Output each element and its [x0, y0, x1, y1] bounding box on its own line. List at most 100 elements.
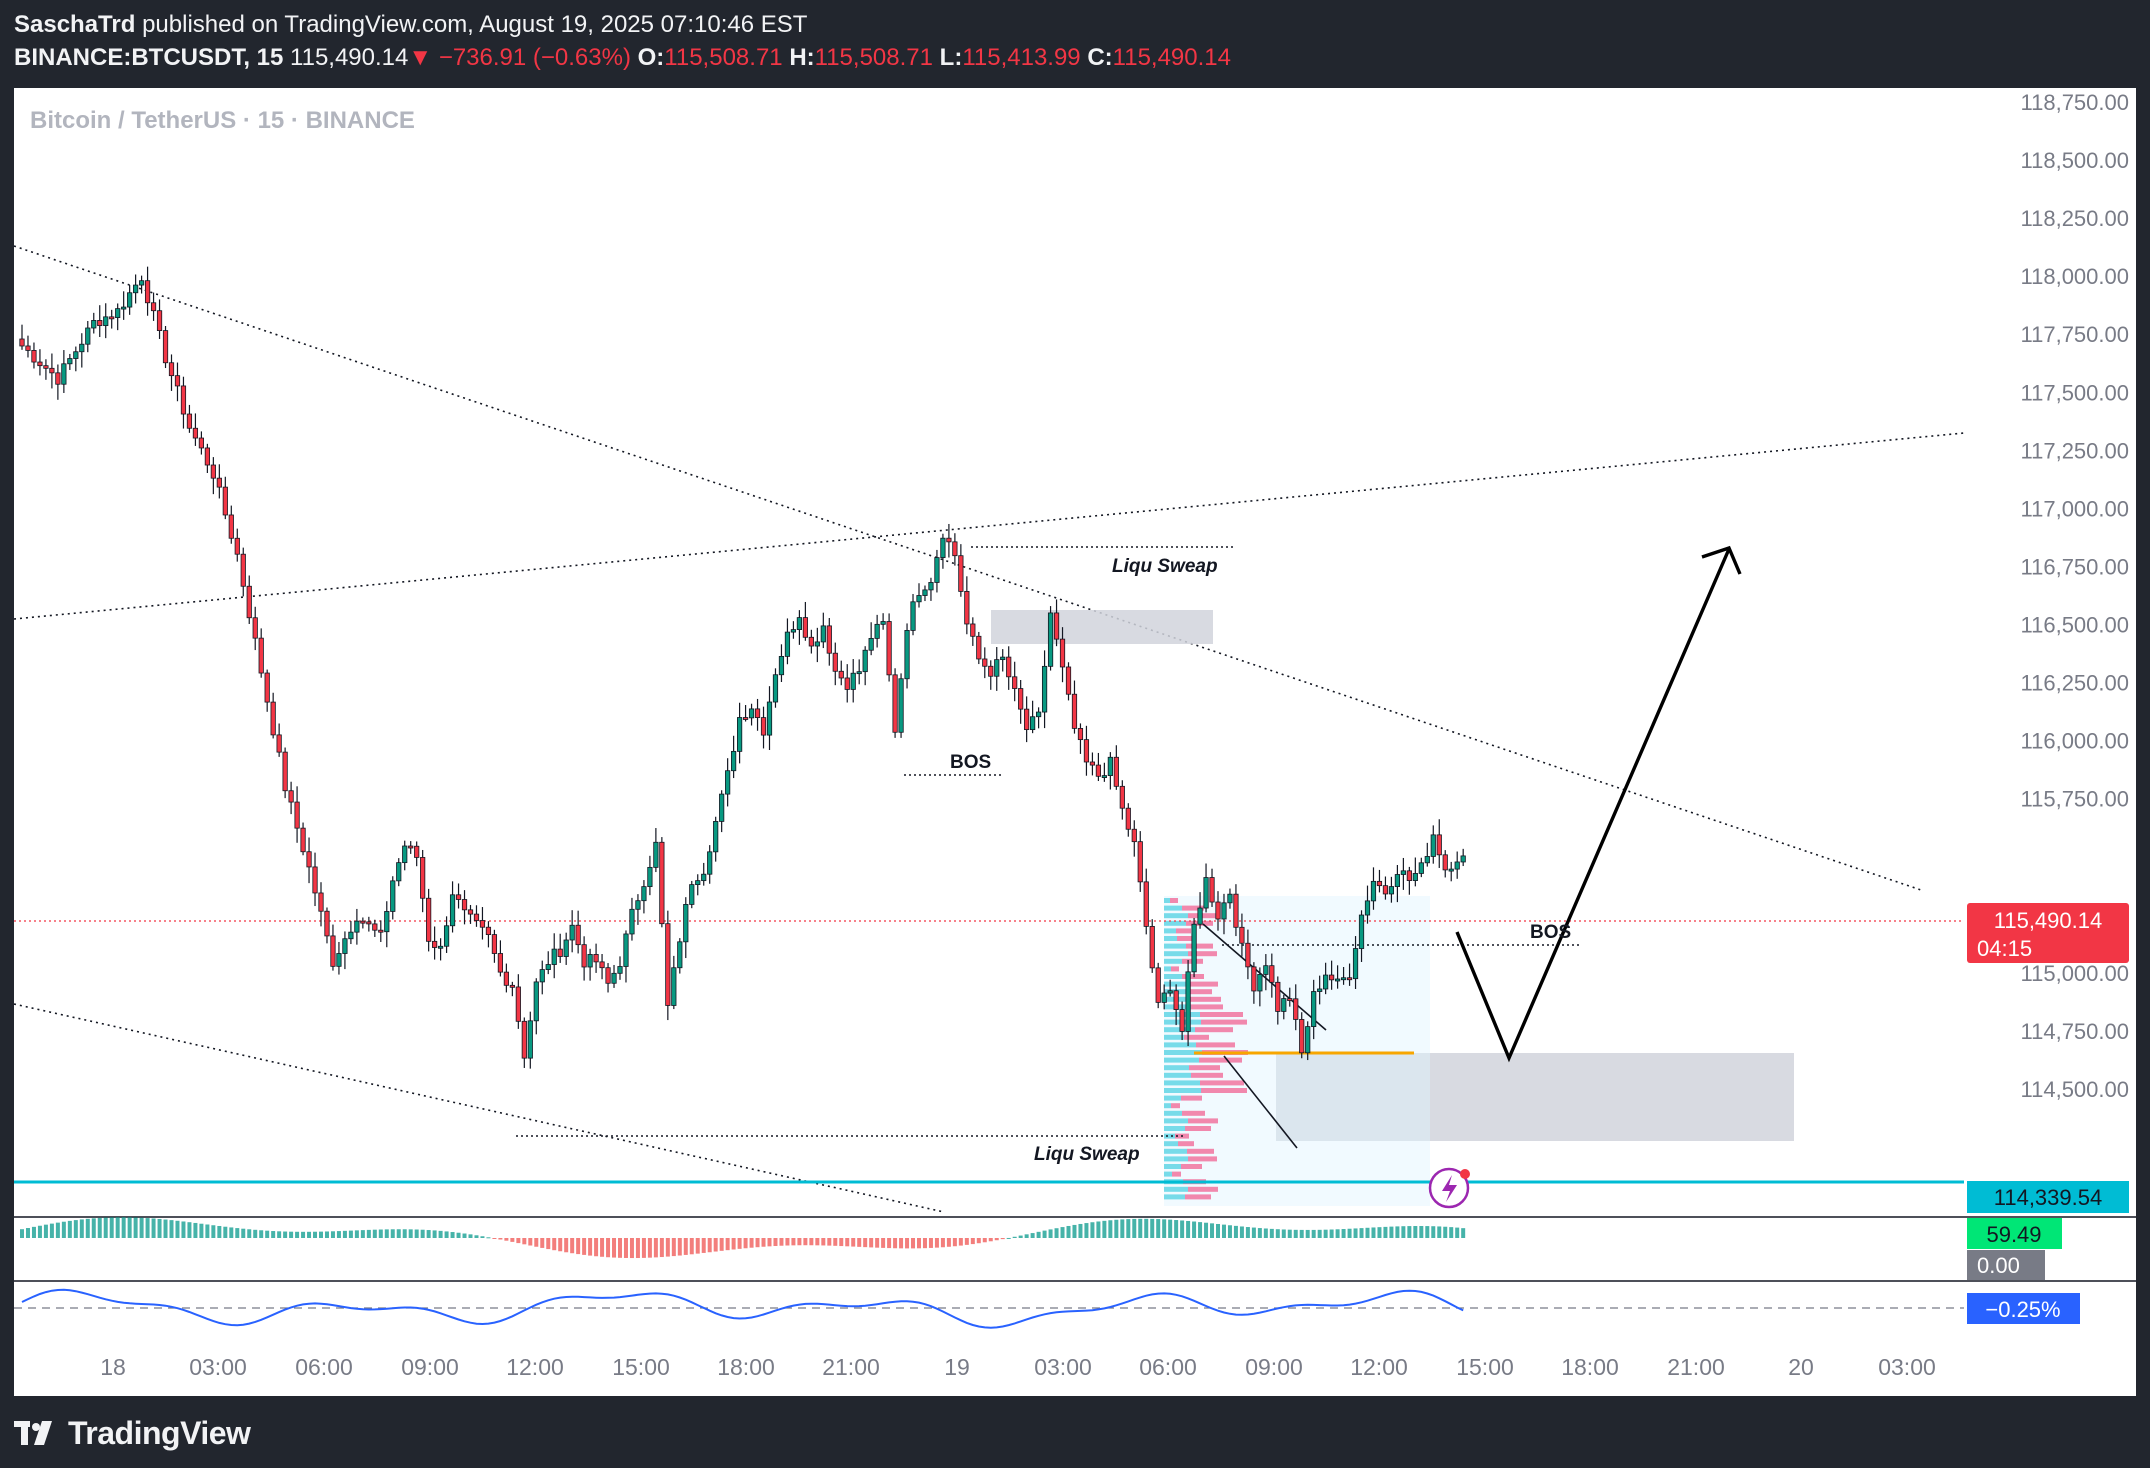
- vp-bar-buy: [1164, 1088, 1201, 1093]
- oscillator-bar: [1461, 1228, 1466, 1238]
- candle: [617, 956, 623, 980]
- oscillator-bar: [1233, 1225, 1238, 1238]
- last-price-badge[interactable]: 115,490.14 04:15: [1967, 903, 2129, 963]
- vp-bar-buy: [1164, 1095, 1181, 1101]
- y-tick-label: 114,750.00: [2021, 1019, 2129, 1044]
- tradingview-wordmark[interactable]: TradingView: [68, 1414, 251, 1451]
- candle: [1233, 884, 1239, 937]
- oscillator-bar: [749, 1238, 754, 1248]
- oscillator-bar: [402, 1229, 407, 1238]
- trendline-rising[interactable]: [13, 432, 1965, 620]
- lightning-icon[interactable]: [1428, 1167, 1470, 1209]
- oscillator-bar: [1281, 1229, 1286, 1238]
- candle: [1358, 910, 1365, 962]
- vp-bar-buy: [1164, 936, 1177, 941]
- price-axis[interactable]: 118,750.00 118,500.00 118,250.00 118,000.00…: [2021, 90, 2129, 1102]
- candle: [653, 828, 659, 873]
- oscillator-bar: [241, 1228, 246, 1238]
- candle: [1167, 979, 1173, 997]
- vp-bar-buy: [1164, 913, 1188, 919]
- candle: [1263, 954, 1269, 991]
- candle: [1323, 962, 1329, 995]
- oscillator-zero-badge[interactable]: 0.00: [1967, 1250, 2045, 1280]
- oscillator-bar: [283, 1231, 288, 1238]
- vp-bar-buy: [1164, 905, 1182, 911]
- cyan-line-badge[interactable]: 114,339.54: [1967, 1181, 2129, 1213]
- oscillator-bar: [719, 1238, 724, 1251]
- projection-path[interactable]: [1455, 548, 1731, 1063]
- trendline-upper-falling[interactable]: [13, 245, 1925, 892]
- candle: [748, 703, 755, 726]
- y-tick-label: 118,000.00: [2021, 264, 2129, 289]
- candle: [1077, 723, 1084, 754]
- candle: [844, 664, 850, 703]
- candle: [1257, 967, 1263, 1007]
- vp-bar-sell: [1181, 1095, 1202, 1101]
- oscillator-bar: [522, 1238, 527, 1245]
- candle: [1424, 842, 1430, 867]
- oscillator-bar: [85, 1218, 90, 1238]
- oscillator-bar: [1395, 1226, 1400, 1238]
- oscillator-bar: [1078, 1223, 1083, 1238]
- candle: [204, 443, 210, 473]
- y-tick-label: 116,750.00: [2021, 554, 2129, 579]
- supply-zone[interactable]: [991, 610, 1213, 644]
- candle: [1125, 803, 1131, 837]
- oscillator-bar: [1186, 1220, 1191, 1238]
- candle: [1370, 867, 1377, 910]
- oscillator-bar: [809, 1238, 814, 1246]
- candle: [91, 312, 97, 334]
- publisher-name[interactable]: SaschaTrd: [14, 11, 136, 38]
- oscillator-bar: [1096, 1221, 1101, 1238]
- candle: [1269, 953, 1275, 998]
- candle: [898, 673, 904, 738]
- oscillator-bar: [1198, 1222, 1203, 1238]
- candle: [563, 932, 569, 965]
- candle: [742, 705, 749, 722]
- vp-bar-buy: [1164, 1148, 1187, 1154]
- vp-bar-buy: [1164, 1126, 1185, 1131]
- oscillator-bar: [1168, 1219, 1173, 1238]
- oscillator-bar: [235, 1228, 240, 1238]
- x-tick-label: 18: [100, 1354, 126, 1380]
- candle: [491, 929, 498, 963]
- candle: [330, 924, 336, 971]
- oscillator-value-badge[interactable]: 59.49: [1967, 1218, 2062, 1249]
- candle: [115, 303, 121, 331]
- oscillator-bar: [1000, 1238, 1005, 1240]
- oscillator-bar: [863, 1238, 868, 1248]
- close-label: C:: [1087, 44, 1113, 71]
- last-price-badge-price: 115,490.14: [1994, 908, 2102, 933]
- candle: [1412, 857, 1418, 887]
- candle: [378, 920, 384, 942]
- candle: [384, 901, 390, 948]
- candle: [372, 919, 378, 937]
- vp-bar-buy: [1164, 928, 1176, 934]
- oscillator-bar: [1006, 1237, 1011, 1239]
- rsi-badge[interactable]: −0.25%: [1967, 1293, 2080, 1324]
- price-chart[interactable]: 118,750.00 118,500.00 118,250.00 118,000.00…: [13, 88, 2136, 1396]
- oscillator-bar: [779, 1238, 784, 1246]
- y-tick-label: 117,750.00: [2021, 322, 2129, 347]
- candle: [133, 274, 139, 304]
- candle: [605, 963, 611, 993]
- oscillator-bar: [964, 1238, 969, 1245]
- candle: [629, 897, 635, 941]
- oscillator-bar: [905, 1238, 910, 1249]
- oscillator-bar: [1036, 1231, 1041, 1238]
- vp-bar-sell: [1181, 1164, 1202, 1169]
- candle: [354, 908, 360, 945]
- oscillator-bar: [827, 1238, 832, 1246]
- time-axis[interactable]: 18 03:00 06:00 09:00 12:00 15:00 18:00 21:00 19 0…: [100, 1354, 1936, 1380]
- oscillator-bar: [1132, 1218, 1137, 1238]
- candle: [509, 981, 515, 997]
- tradingview-logo-icon[interactable]: [14, 1419, 58, 1447]
- candle: [1311, 979, 1317, 1040]
- chart-area[interactable]: 118,750.00 118,500.00 118,250.00 118,000.00…: [13, 88, 2136, 1396]
- demand-zone[interactable]: [1276, 1053, 1794, 1141]
- candle: [192, 413, 199, 446]
- x-tick-label: 09:00: [1245, 1354, 1303, 1380]
- candle: [916, 583, 922, 608]
- vp-bar-buy: [1164, 1194, 1185, 1200]
- candle: [754, 698, 761, 731]
